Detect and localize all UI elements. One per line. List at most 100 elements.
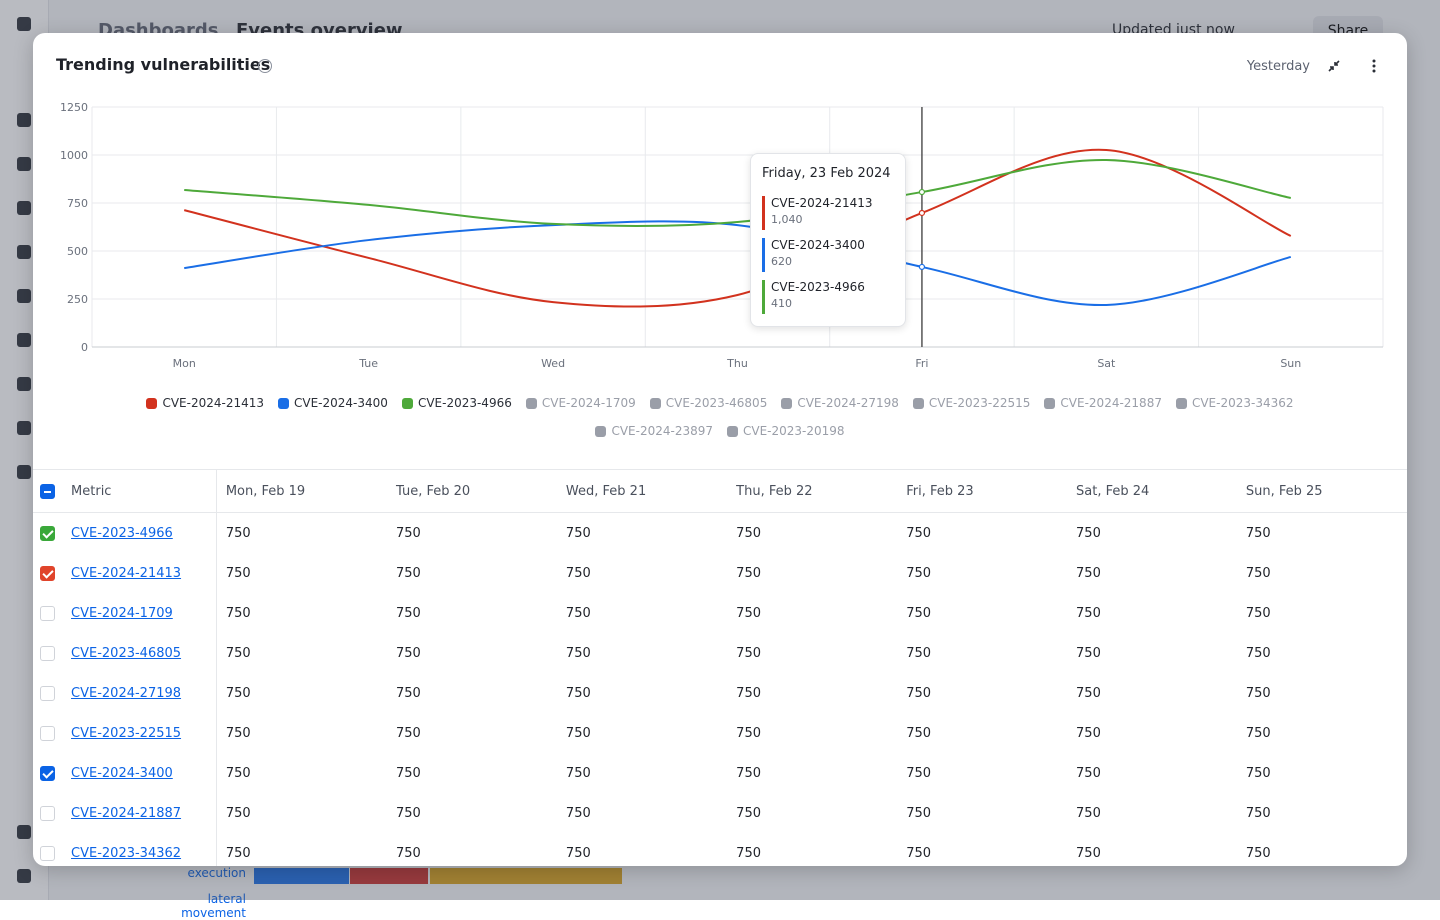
- table-row: CVE-2024-21887 750 750 750 750 750 750 750: [33, 793, 1407, 833]
- row-checkbox[interactable]: [40, 845, 55, 861]
- legend-label: CVE-2024-1709: [541, 396, 636, 410]
- tooltip-value: 1,040: [771, 213, 803, 226]
- row-checkbox[interactable]: [40, 525, 55, 541]
- table-row: CVE-2024-27198 750 750 750 750 750 750 750: [33, 673, 1407, 713]
- legend-label: CVE-2023-20198: [743, 424, 845, 438]
- time-range[interactable]: Yesterday: [1246, 59, 1310, 74]
- select-all-checkbox[interactable]: [40, 483, 55, 499]
- check-mark: [42, 766, 54, 779]
- row-checkbox[interactable]: [40, 605, 55, 621]
- y-tick-label: 1250: [60, 101, 88, 114]
- metric-link[interactable]: CVE-2024-27198: [71, 685, 182, 701]
- metric-link[interactable]: CVE-2024-3400: [71, 765, 173, 781]
- table-row: CVE-2024-1709 750 750 750 750 750 750 750: [33, 593, 1407, 633]
- value-cell: 750: [396, 845, 421, 861]
- value-cell: 750: [906, 765, 932, 781]
- legend: CVE-2024-21413 CVE-2024-3400 CVE-2023-4966…: [90, 394, 1350, 440]
- y-tick-label: 250: [67, 293, 88, 306]
- header-row: Metric Mon, Feb 19 Tue, Feb 20 Wed, Feb 21 T…: [33, 470, 1407, 513]
- row-checkbox[interactable]: [40, 725, 55, 741]
- value-cell: 750: [906, 525, 932, 541]
- metric-link[interactable]: CVE-2024-21887: [71, 805, 182, 821]
- metric-cell: CVE-2024-21887: [71, 793, 217, 833]
- bg-bar: [254, 868, 349, 884]
- legend-label: CVE-2023-4966: [417, 396, 512, 410]
- legend-swatch: [649, 397, 661, 409]
- metric-cell: CVE-2024-21413: [71, 553, 217, 593]
- bell-icon[interactable]: [17, 825, 31, 839]
- row-checkbox[interactable]: [40, 805, 55, 821]
- legend-label: CVE-2024-21413: [162, 396, 265, 410]
- value-cell: 750: [736, 765, 761, 781]
- value-cell: 750: [396, 565, 421, 581]
- column-header: Sun, Feb 25: [1236, 470, 1407, 513]
- more-icon[interactable]: [1367, 59, 1381, 73]
- home-icon[interactable]: [17, 157, 31, 171]
- value-cell: 750: [736, 685, 761, 701]
- minimize-icon[interactable]: [1327, 59, 1341, 73]
- y-tick-label: 0: [81, 341, 88, 354]
- value-cell: 750: [736, 565, 761, 581]
- legend-swatch: [401, 397, 413, 409]
- legend-item[interactable]: CVE-2024-3400: [278, 394, 388, 412]
- table-row: CVE-2023-22515 750 750 750 750 750 750 750: [33, 713, 1407, 753]
- legend-item[interactable]: CVE-2024-23897: [595, 422, 713, 440]
- legend-swatch: [595, 425, 607, 437]
- metric-link[interactable]: CVE-2023-22515: [71, 725, 182, 741]
- metric-link[interactable]: CVE-2023-34362: [71, 845, 182, 861]
- header-cell: [33, 470, 72, 513]
- value-cell: 750: [906, 805, 932, 821]
- legend-item[interactable]: CVE-2024-27198: [781, 394, 899, 412]
- legend-item[interactable]: CVE-2023-46805: [649, 394, 767, 412]
- legend-label: CVE-2024-3400: [294, 396, 388, 410]
- hover-point: [918, 209, 926, 217]
- legend-item[interactable]: CVE-2024-1709: [525, 394, 636, 412]
- check-mark: [42, 526, 54, 539]
- nav-icon[interactable]: [17, 333, 31, 347]
- help-icon[interactable]: [258, 59, 272, 73]
- metric-link[interactable]: CVE-2023-46805: [71, 645, 182, 661]
- value-cell: 750: [565, 605, 591, 621]
- column-header: Thu, Feb 22: [727, 470, 898, 513]
- legend-item[interactable]: CVE-2023-22515: [912, 394, 1030, 412]
- legend-swatch: [727, 425, 738, 437]
- value-cell: 750: [1076, 645, 1101, 661]
- legend-item[interactable]: CVE-2023-4966: [401, 394, 512, 412]
- legend-swatch: [278, 397, 290, 409]
- legend-item[interactable]: CVE-2023-20198: [727, 422, 845, 440]
- legend-item[interactable]: CVE-2024-21887: [1044, 394, 1162, 412]
- metric-cell: CVE-2023-46805: [71, 633, 217, 673]
- checkbox-cell: [33, 753, 71, 793]
- x-tick-label: Sun: [1280, 357, 1301, 370]
- value-cell: 750: [736, 845, 761, 861]
- nav-icon[interactable]: [17, 377, 31, 391]
- legend-item[interactable]: CVE-2024-21413: [146, 394, 264, 412]
- value-cell: 750: [1245, 565, 1271, 581]
- metric-link[interactable]: CVE-2024-21413: [71, 565, 182, 581]
- modal: Trending vulnerabilities Yesterday 0 250 5…: [33, 33, 1407, 866]
- legend-item[interactable]: CVE-2023-34362: [1175, 394, 1294, 412]
- row-checkbox[interactable]: [40, 565, 55, 581]
- apps-icon[interactable]: [17, 17, 31, 31]
- metric-link[interactable]: CVE-2023-4966: [71, 525, 173, 541]
- value-cell: 750: [906, 725, 932, 741]
- metric-link[interactable]: CVE-2024-1709: [71, 605, 173, 621]
- nav-icon[interactable]: [17, 245, 31, 259]
- table-row: CVE-2023-46805 750 750 750 750 750 750 750: [33, 633, 1407, 673]
- nav-icon[interactable]: [17, 465, 31, 479]
- row-checkbox[interactable]: [40, 685, 55, 701]
- value-cell: 750: [565, 845, 591, 861]
- table-row: CVE-2024-21413 750 750 750 750 750 750 750: [33, 553, 1407, 593]
- value-cell: 750: [906, 565, 932, 581]
- value-cell: 750: [225, 845, 251, 861]
- nav-icon[interactable]: [17, 421, 31, 435]
- collapse-icon[interactable]: [17, 869, 31, 883]
- search-icon[interactable]: [17, 113, 31, 127]
- legend-label: CVE-2023-34362: [1191, 396, 1294, 410]
- column-header: Sat, Feb 24: [1067, 470, 1237, 513]
- row-checkbox[interactable]: [40, 765, 55, 781]
- dashboards-icon[interactable]: [17, 201, 31, 215]
- nav-icon[interactable]: [17, 289, 31, 303]
- row-checkbox[interactable]: [40, 645, 55, 661]
- tooltip-title: Friday, 23 Feb 2024: [762, 166, 891, 181]
